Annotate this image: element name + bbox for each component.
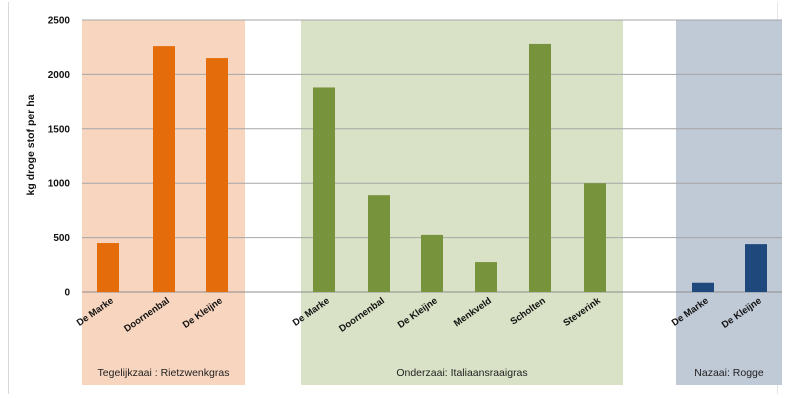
- group-label: Onderzaai: Italiaansraaigras: [396, 367, 527, 379]
- group-label: Tegelijkzaai : Rietzwenkgras: [98, 367, 230, 379]
- bar: [584, 183, 606, 292]
- group-band-3: [676, 20, 782, 385]
- y-tick-label: 2000: [48, 70, 71, 81]
- group-label: Nazaai: Rogge: [694, 367, 764, 379]
- bar: [368, 195, 390, 292]
- y-tick-label: 0: [64, 288, 70, 299]
- y-tick-label: 1500: [48, 124, 71, 135]
- y-axis-label: kg droge stof per ha: [25, 94, 37, 195]
- bar: [97, 243, 119, 292]
- group-band-2: [301, 20, 623, 385]
- bars: [97, 43, 767, 293]
- bar: [475, 262, 497, 292]
- bar: [745, 244, 767, 292]
- bar: [421, 234, 443, 292]
- y-tick-label: 500: [53, 233, 70, 244]
- y-tick-label: 2500: [48, 16, 71, 27]
- group-labels: Tegelijkzaai : Rietzwenkgras Onderzaai: I…: [98, 367, 764, 379]
- bar: [529, 43, 551, 292]
- bar: [692, 282, 714, 292]
- bar: [153, 46, 175, 292]
- bar: [313, 87, 335, 293]
- y-tick-labels: 0 500 1000 1500 2000 2500: [48, 16, 71, 299]
- y-tick-label: 1000: [48, 179, 71, 190]
- bar: [206, 58, 228, 292]
